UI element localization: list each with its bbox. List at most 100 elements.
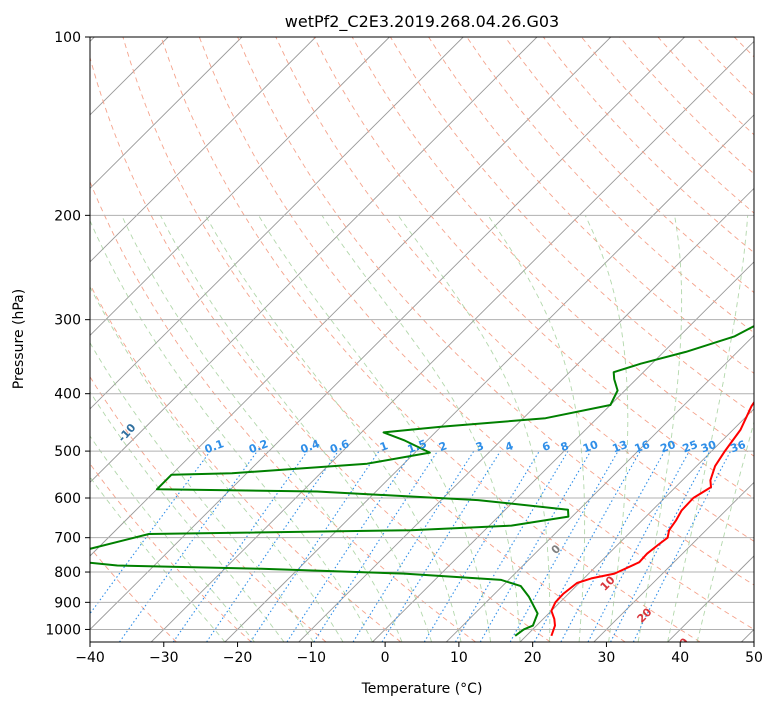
mixing-ratio-label: 4 <box>504 439 516 454</box>
sounding-line <box>90 324 754 637</box>
sounding-traces <box>90 324 754 637</box>
y-tick-label: 800 <box>54 565 81 581</box>
mixing-ratio-line <box>206 450 339 642</box>
y-tick-label: 700 <box>54 531 81 547</box>
mixing-ratio-line <box>560 450 665 642</box>
dry-adiabat-line <box>390 37 754 415</box>
isotherm-line <box>90 37 538 484</box>
isotherm-line <box>90 37 464 410</box>
mixing-ratio-label: 2 <box>437 439 449 454</box>
dry-adiabat-line <box>237 37 754 586</box>
moist-adiabat-line <box>321 215 521 642</box>
dry-adiabat-line <box>90 55 551 642</box>
dry-adiabat-line <box>313 37 754 499</box>
dry-adiabat-line <box>198 37 754 630</box>
y-axis-ticks: 100 200 300 400 500 600 700 800 900 1000 <box>45 30 90 638</box>
dry-adiabat-line <box>542 37 754 254</box>
dry-adiabat-line <box>619 37 754 175</box>
mixing-ratio-label: 0.1 <box>203 437 226 456</box>
y-tick-label: 600 <box>54 491 81 507</box>
x-axis-label: Temperature (°C) <box>361 681 483 697</box>
mixing-ratio-line <box>423 450 540 642</box>
moist-adiabat-line <box>90 476 226 642</box>
mixing-ratio-label: 3 <box>474 439 486 454</box>
isotherm-line <box>224 114 754 642</box>
isotherm-line <box>445 334 754 642</box>
y-tick-label: 200 <box>54 208 81 224</box>
isotherm-line <box>90 37 390 337</box>
mixing-ratio-line <box>313 450 439 642</box>
x-tick-label: 10 <box>450 650 468 666</box>
dry-adiabat-line <box>504 37 754 294</box>
moist-adiabat-line <box>696 420 754 642</box>
x-tick-label: −40 <box>75 650 105 666</box>
dry-adiabat-line <box>351 37 754 457</box>
x-tick-label: 0 <box>381 650 390 666</box>
isotherm-line <box>90 37 685 631</box>
plot-frame <box>89 36 755 643</box>
y-tick-label: 300 <box>54 313 81 329</box>
x-tick-label: 50 <box>745 650 763 666</box>
dry-adiabat-line <box>122 37 626 642</box>
moist-adiabat-line <box>90 435 255 642</box>
mixing-ratio-line <box>632 450 732 642</box>
moist-adiabat-line <box>121 215 403 642</box>
mixing-ratio-label: 10 <box>581 438 600 456</box>
mixing-ratio-label: 25 <box>681 438 700 455</box>
isotherm-line <box>593 481 754 642</box>
background-lines <box>90 37 754 642</box>
y-tick-label: 100 <box>54 30 81 46</box>
sounding-line <box>550 400 754 637</box>
mixing-ratio-label: 0.6 <box>328 437 351 456</box>
mixing-ratio-line <box>509 450 619 642</box>
mixing-ratio-label: 1.5 <box>406 437 429 456</box>
isotherm-line <box>90 37 243 190</box>
mixing-ratio-label: 20 <box>659 438 678 456</box>
dry-adiabat-line <box>90 463 252 642</box>
mixing-ratio-line <box>90 450 211 615</box>
x-tick-label: −20 <box>223 650 253 666</box>
x-tick-label: 30 <box>598 650 616 666</box>
mixing-ratio-label: 0.2 <box>247 437 270 456</box>
mixing-ratio-label: 36 <box>729 438 748 456</box>
moist-adiabat-line <box>205 215 462 642</box>
isotherm-line <box>519 408 754 642</box>
moist-adiabat-line <box>487 215 586 642</box>
line-labels: -100-90-80-70-60-50-40-30-20-10010203040… <box>116 421 748 687</box>
dry-adiabat-line <box>90 375 327 642</box>
moist-adiabat-line <box>397 215 551 642</box>
mixing-ratio-label: 0.4 <box>299 437 322 456</box>
mixing-ratio-label: 6 <box>540 439 552 454</box>
x-tick-label: 40 <box>671 650 689 666</box>
moist-adiabat-line <box>90 341 314 642</box>
moist-adiabat-line <box>90 391 285 642</box>
mixing-ratio-label: 30 <box>699 438 718 456</box>
mixing-ratio-line <box>172 450 308 642</box>
isotherm-line <box>667 555 754 642</box>
isotherm-line <box>90 37 612 557</box>
dry-adiabat-line <box>466 37 754 334</box>
grid-lines <box>90 37 754 630</box>
y-tick-label: 400 <box>54 387 81 403</box>
y-tick-label: 1000 <box>45 622 81 638</box>
dry-adiabat-line <box>160 37 701 642</box>
isotherm-line <box>150 40 754 642</box>
y-tick-label: 500 <box>54 444 81 460</box>
mixing-ratio-line <box>352 450 475 642</box>
mixing-ratio-line <box>249 450 380 642</box>
moist-adiabat-label: 40 <box>716 667 736 687</box>
moist-adiabat-label: 30 <box>671 635 691 655</box>
mixing-ratio-line <box>119 450 258 642</box>
dry-adiabat-line <box>695 37 754 97</box>
y-tick-label: 900 <box>54 595 81 611</box>
isotherm-line <box>372 261 754 642</box>
x-tick-label: −10 <box>297 650 327 666</box>
dry-adiabat-line <box>90 180 476 642</box>
mixing-ratio-label: 1 <box>378 439 390 454</box>
moist-adiabat-line <box>90 285 344 642</box>
dry-adiabat-label: -10 <box>116 421 139 445</box>
moist-adiabat-line <box>258 215 492 642</box>
y-axis-label: Pressure (hPa) <box>11 289 27 389</box>
dry-adiabat-line <box>90 283 402 642</box>
